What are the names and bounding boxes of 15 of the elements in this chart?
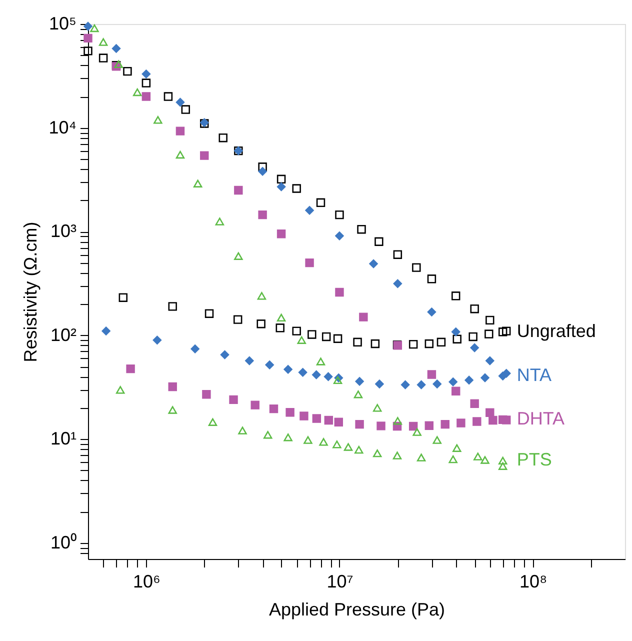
y-tick-label: 10⁵	[49, 14, 76, 34]
y-tick-label: 10¹	[50, 428, 77, 449]
x-tick-label: 10⁷	[326, 572, 354, 592]
y-axis-title: Resistivity (Ω.cm)	[20, 222, 41, 362]
y-tick-label: 10³	[50, 221, 77, 242]
y-tick-label: 10⁴	[48, 117, 76, 138]
series-label: Ungrafted	[516, 320, 596, 341]
series-label: DHTA	[516, 408, 565, 429]
x-tick-label: 10⁶	[132, 572, 160, 592]
x-tick-label: 10⁸	[519, 572, 548, 592]
y-tick-label: 10⁰	[50, 532, 76, 552]
series-label: NTA	[516, 364, 552, 385]
series-label: PTS	[516, 450, 552, 470]
y-tick-label: 10²	[50, 324, 77, 345]
x-axis-title: Applied Pressure (Pa)	[268, 600, 446, 620]
